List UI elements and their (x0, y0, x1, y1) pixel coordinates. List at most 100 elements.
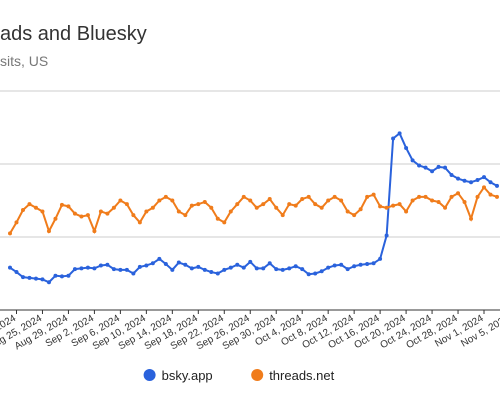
point (384, 205, 389, 210)
point (196, 202, 201, 207)
point (378, 204, 383, 209)
point (196, 264, 201, 269)
point (462, 178, 467, 183)
point (456, 191, 461, 196)
point (443, 165, 448, 170)
point (371, 192, 376, 197)
point (378, 256, 383, 261)
point (449, 194, 454, 199)
point (228, 265, 233, 270)
point (469, 180, 474, 185)
point (27, 275, 32, 280)
point (423, 165, 428, 170)
point (417, 163, 422, 168)
point (300, 197, 305, 202)
point (482, 175, 487, 180)
point (33, 205, 38, 210)
point (40, 277, 45, 282)
legend-item: threads.net (251, 368, 335, 383)
point (150, 205, 155, 210)
point (189, 203, 194, 208)
point (8, 265, 12, 270)
point (222, 267, 227, 272)
point (137, 220, 142, 225)
point (118, 198, 123, 203)
point (85, 265, 90, 270)
series (8, 131, 499, 285)
point (332, 194, 337, 199)
point (410, 158, 415, 163)
point (495, 194, 499, 199)
point (404, 145, 409, 150)
point (157, 198, 162, 203)
point (241, 265, 246, 270)
point (456, 176, 461, 181)
line (9, 131, 498, 284)
point (14, 220, 19, 225)
point (157, 256, 162, 261)
chart-title: ads and Bluesky (0, 23, 147, 45)
point (326, 265, 331, 270)
point (170, 267, 175, 272)
point (371, 261, 376, 266)
line (9, 185, 498, 235)
point (20, 207, 25, 212)
point (430, 169, 435, 174)
point (280, 267, 285, 272)
point (131, 213, 136, 218)
point (475, 178, 480, 183)
point (339, 198, 344, 203)
point (241, 194, 246, 199)
point (254, 266, 259, 271)
point (352, 213, 357, 218)
point (306, 194, 311, 199)
legend-swatch (143, 369, 156, 381)
point (222, 220, 227, 225)
point (345, 209, 350, 214)
point (417, 194, 422, 199)
point (423, 194, 428, 199)
point (248, 198, 253, 203)
point (137, 264, 142, 269)
point (287, 202, 292, 207)
point (118, 267, 123, 272)
point (33, 276, 38, 281)
point (254, 205, 259, 210)
point (235, 262, 240, 267)
point (261, 266, 266, 271)
point (144, 209, 149, 214)
point (124, 267, 129, 272)
point (443, 205, 448, 210)
point (46, 229, 51, 234)
point (293, 264, 298, 269)
point (319, 205, 324, 210)
point (313, 271, 318, 276)
point (267, 261, 272, 266)
point (365, 194, 370, 199)
point (352, 264, 357, 269)
point (397, 202, 402, 207)
point (365, 262, 370, 267)
point (59, 202, 64, 207)
point (92, 229, 97, 234)
point (53, 216, 58, 221)
point (326, 198, 331, 203)
point (209, 270, 214, 275)
point (462, 199, 467, 204)
point (202, 199, 207, 204)
point (248, 259, 253, 264)
point (150, 261, 155, 266)
point (306, 272, 311, 277)
point (267, 197, 272, 202)
point (124, 202, 129, 207)
point (274, 205, 279, 210)
point (176, 260, 181, 265)
point (189, 266, 194, 271)
legend-swatch (251, 369, 264, 381)
point (228, 209, 233, 214)
point (313, 202, 318, 207)
point (469, 216, 474, 221)
point (53, 273, 58, 278)
point (391, 203, 396, 208)
